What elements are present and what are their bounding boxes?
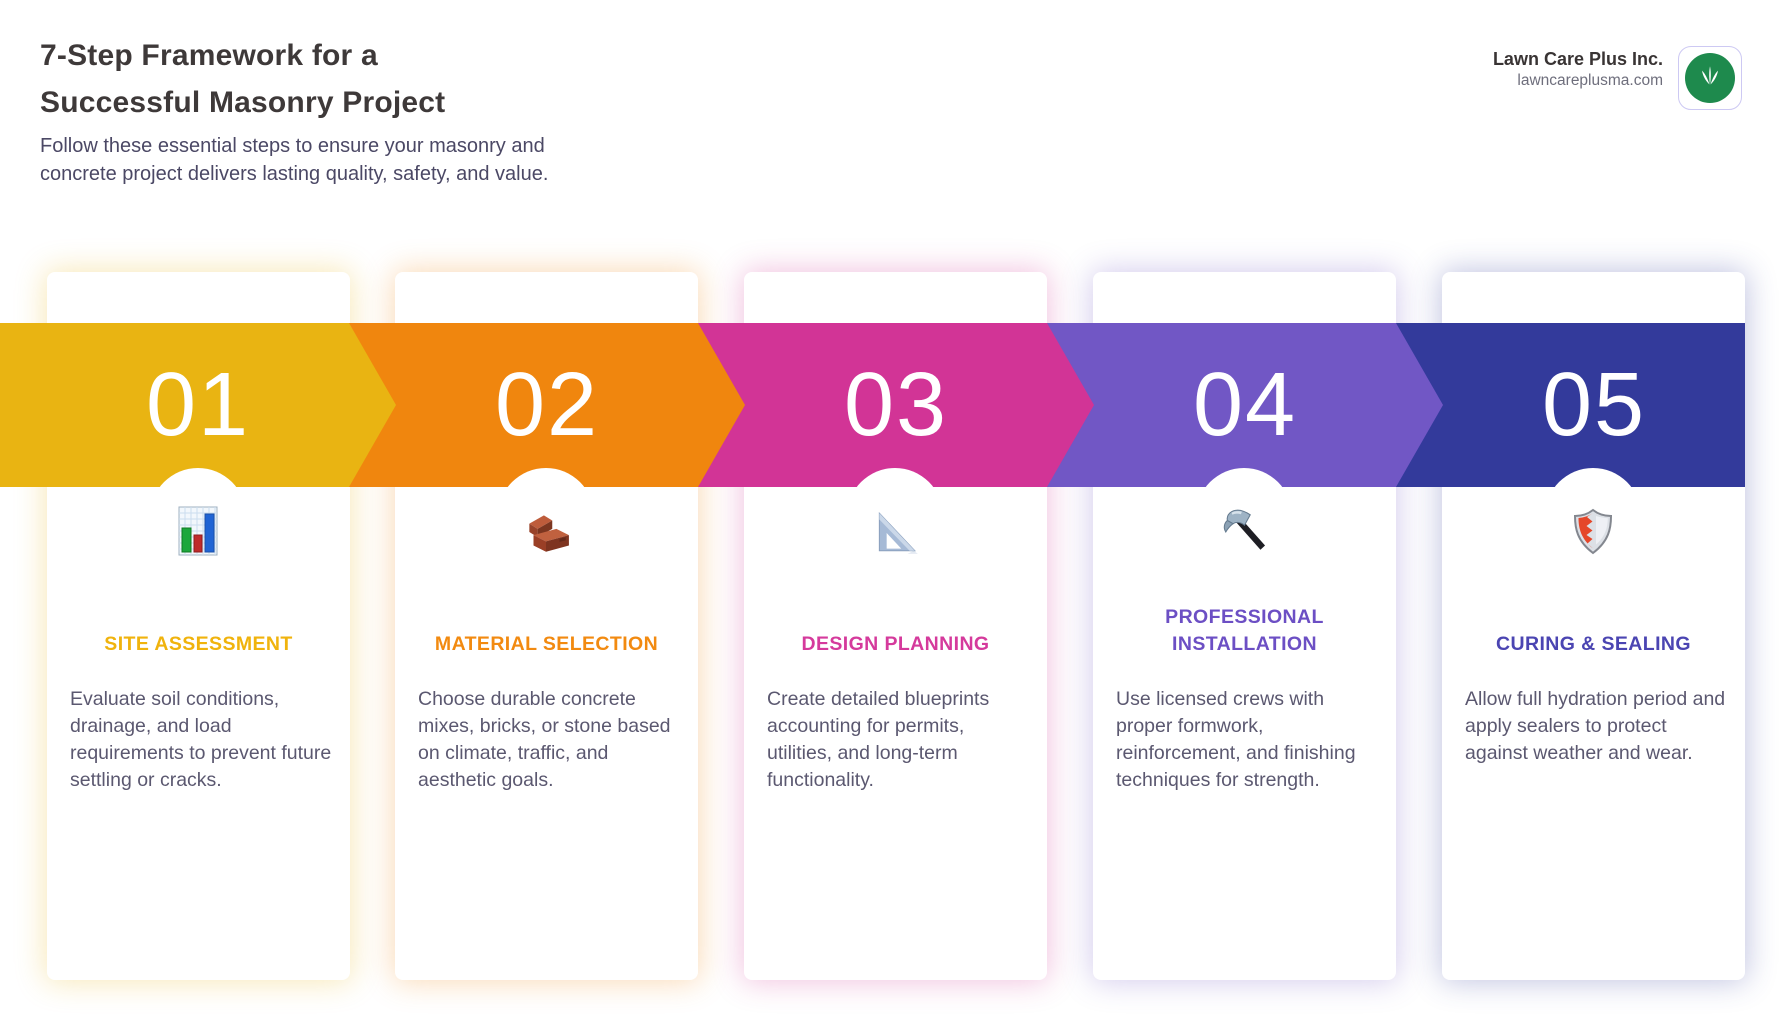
page-subtitle-line1: Follow these essential steps to ensure y… — [40, 135, 545, 157]
page-subtitle: Follow these essential steps to ensure y… — [40, 132, 548, 188]
step-title: DESIGN PLANNING — [801, 633, 990, 655]
step-title: CURING & SEALING — [1496, 633, 1691, 655]
brand-block: Lawn Care Plus Inc. lawncareplusma.com — [1493, 48, 1663, 92]
page-title: 7-Step Framework for a Successful Masonr… — [40, 32, 445, 126]
brand-logo-circle — [1685, 53, 1735, 103]
step-description: Create detailed blueprints accounting fo… — [767, 688, 990, 791]
page-subtitle-line2: concrete project delivers lasting qualit… — [40, 163, 549, 185]
step-description: Choose durable concrete mixes, bricks, o… — [418, 688, 671, 791]
step-description: Allow full hydration period and apply se… — [1465, 688, 1726, 764]
step-card-4: PROFESSIONAL INSTALLATION Use licensed c… — [1093, 272, 1396, 980]
triangle-ruler-icon — [869, 506, 921, 558]
page-title-line1: 7-Step Framework for a — [40, 39, 378, 72]
chevron-segment-3: 03 — [698, 323, 1094, 487]
step-description: Evaluate soil conditions, drainage, and … — [70, 688, 332, 791]
step-description: Use licensed crews with proper formwork,… — [1116, 688, 1356, 791]
brand-name: Lawn Care Plus Inc. — [1492, 49, 1663, 69]
step-title: PROFESSIONAL INSTALLATION — [1165, 606, 1324, 655]
hammer-icon — [1218, 506, 1270, 558]
step-number: 04 — [1192, 354, 1298, 455]
chevron-segment-1: 01 — [0, 323, 396, 487]
step-number: 03 — [843, 354, 949, 455]
chevron-segment-5: 05 — [1396, 323, 1745, 487]
chevron-segment-4: 04 — [1047, 323, 1443, 487]
step-number: 02 — [494, 354, 600, 455]
brand-logo — [1678, 46, 1742, 110]
step-number: 01 — [145, 354, 251, 455]
bar-chart-icon — [172, 506, 224, 558]
step-title: SITE ASSESSMENT — [104, 633, 293, 655]
step-number: 05 — [1541, 354, 1647, 455]
brand-website: lawncareplusma.com — [1517, 72, 1663, 89]
grass-icon — [1694, 60, 1726, 97]
step-title: MATERIAL SELECTION — [434, 633, 659, 655]
bricks-icon — [520, 506, 572, 558]
shield-icon — [1567, 506, 1619, 558]
page-title-line2: Successful Masonry Project — [40, 86, 446, 119]
chevron-segment-2: 02 — [349, 323, 745, 487]
